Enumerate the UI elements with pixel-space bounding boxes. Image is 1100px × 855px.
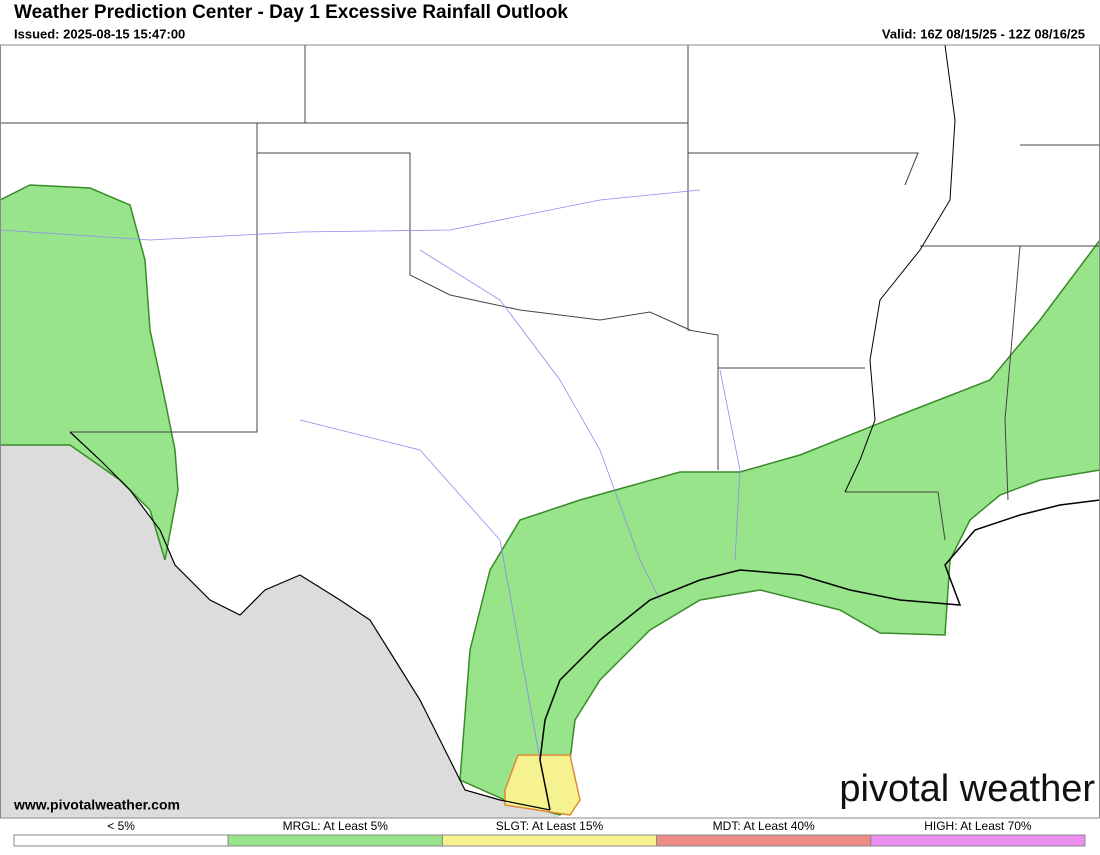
legend-label: < 5%: [107, 819, 135, 833]
legend-label: MRGL: At Least 5%: [283, 819, 389, 833]
map-area: [0, 44, 1100, 818]
legend-label: MDT: At Least 40%: [713, 819, 815, 833]
legend-label: SLGT: At Least 15%: [496, 819, 604, 833]
rio-grande: [69, 431, 551, 811]
legend-swatch: [656, 834, 872, 847]
brand-logo: pivotal weather: [839, 768, 1095, 810]
legend-swatch: [13, 834, 229, 847]
legend: < 5% MRGL: At Least 5% SLGT: At Least 15% M…: [13, 819, 1086, 847]
valid: Valid: 16Z 08/15/25 - 12Z 08/16/25: [882, 26, 1085, 41]
header-band: [0, 0, 1100, 44]
issued: Issued: 2025-08-15 15:47:00: [14, 26, 185, 41]
slgt-area: [504, 754, 581, 816]
rivers: [0, 189, 741, 761]
title: Weather Prediction Center - Day 1 Excess…: [14, 2, 568, 23]
legend-swatch: [870, 834, 1086, 847]
watermark-url: www.pivotalweather.com: [13, 797, 180, 813]
risk-areas: [0, 184, 1100, 816]
legend-label: HIGH: At Least 70%: [924, 819, 1032, 833]
mrgl-area-east: [459, 238, 1100, 816]
mrgl-area-west: [0, 184, 179, 561]
legend-swatch: [227, 834, 443, 847]
legend-swatch: [441, 834, 658, 847]
mexico: [0, 432, 560, 818]
state-borders: [0, 44, 1100, 541]
coastline: [539, 499, 1100, 811]
